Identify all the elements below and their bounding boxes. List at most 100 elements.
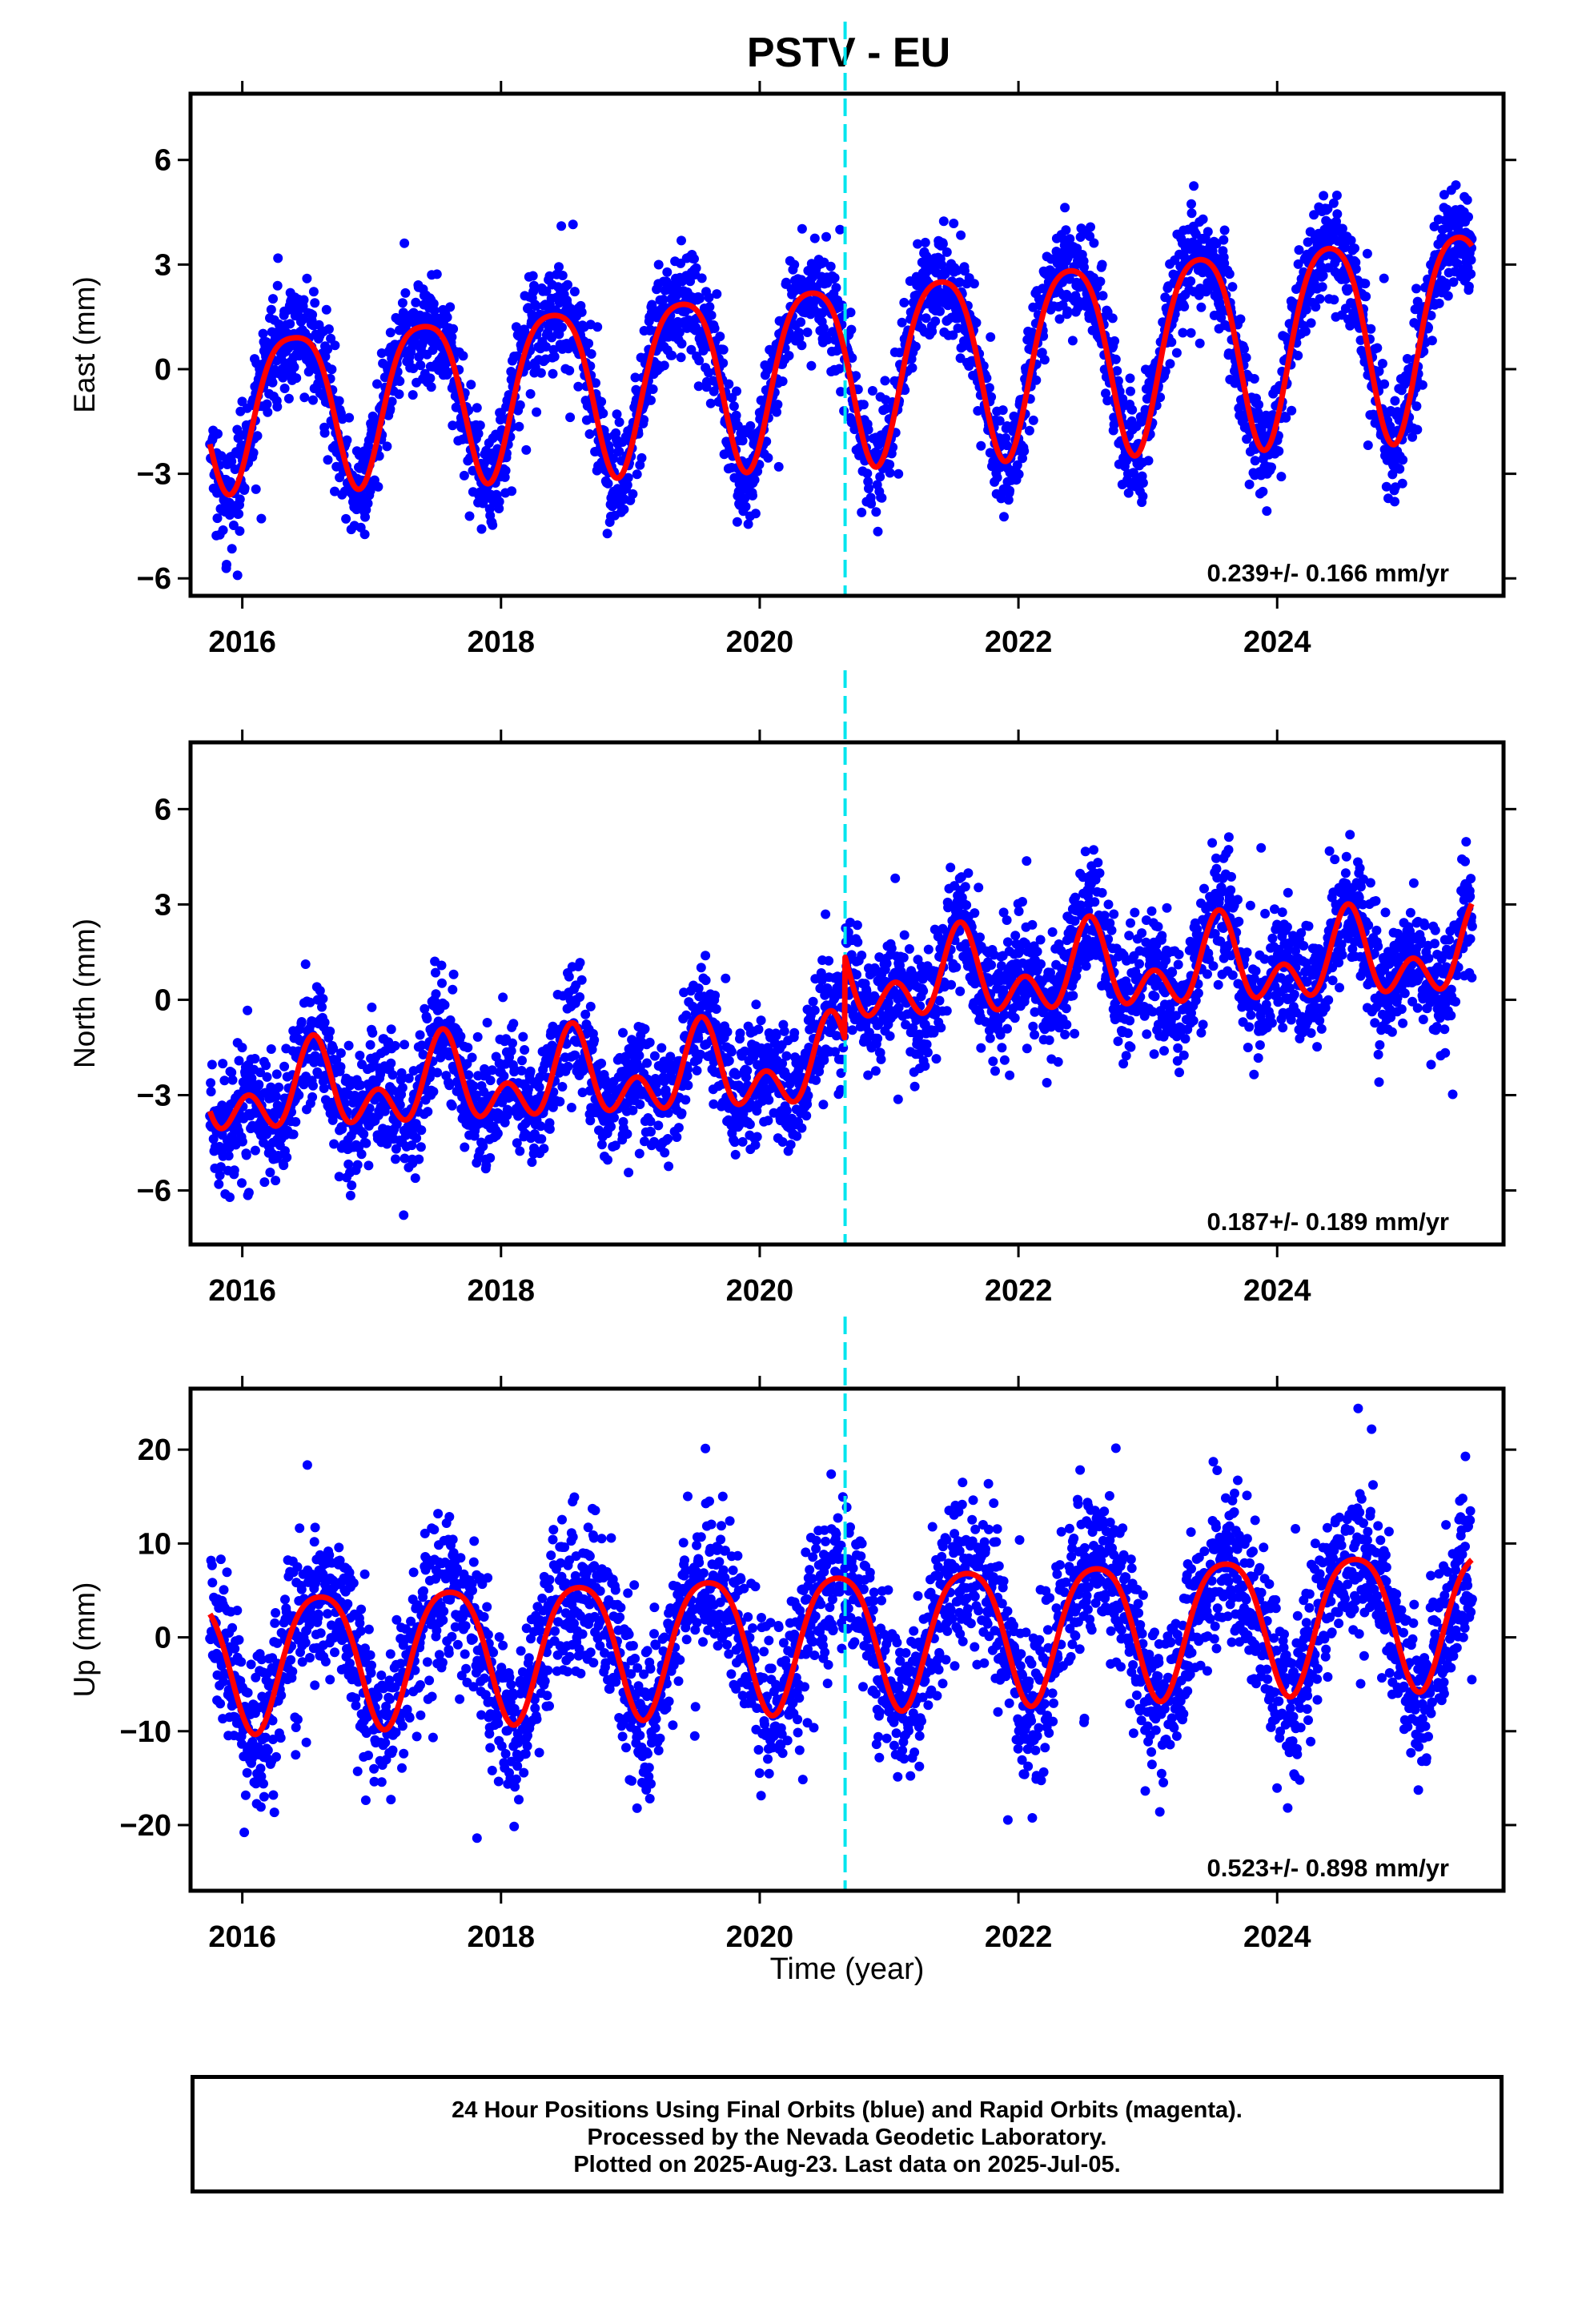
data-point [663, 1108, 673, 1118]
data-point [361, 1138, 371, 1148]
data-point [234, 509, 244, 519]
data-point [667, 350, 677, 360]
data-point [274, 1082, 284, 1092]
data-point [391, 1119, 402, 1129]
data-point [1198, 214, 1208, 224]
data-point [1464, 211, 1473, 222]
data-point [565, 412, 576, 423]
data-point [516, 1066, 527, 1076]
data-point [1374, 366, 1384, 376]
data-point [984, 383, 994, 393]
data-point [940, 269, 950, 279]
data-point [862, 468, 873, 479]
data-point [818, 323, 829, 333]
data-point [411, 297, 421, 308]
data-point [335, 1062, 346, 1072]
data-point [237, 396, 247, 407]
data-point [308, 1080, 318, 1091]
data-point [464, 1070, 474, 1080]
data-point [1112, 366, 1122, 376]
data-point [227, 544, 237, 554]
data-point [463, 1043, 473, 1053]
data-point [910, 341, 921, 352]
data-point [585, 1116, 596, 1126]
data-point [830, 1047, 840, 1057]
data-point [335, 1048, 346, 1058]
data-point [323, 344, 333, 355]
data-point [752, 1132, 762, 1142]
data-point [235, 526, 245, 537]
data-point [1287, 405, 1297, 416]
data-point [732, 386, 741, 396]
data-point [1155, 392, 1166, 403]
data-point [665, 1051, 676, 1062]
data-point [525, 388, 536, 399]
data-point [308, 287, 319, 297]
data-point [603, 1155, 612, 1165]
data-point [653, 1120, 664, 1131]
data-point [1441, 282, 1452, 292]
data-point [1328, 198, 1339, 208]
data-point [811, 1075, 821, 1085]
data-point [432, 269, 442, 279]
data-point [634, 1148, 644, 1159]
data-point [500, 1117, 510, 1128]
data-point [271, 1092, 281, 1102]
data-point [748, 490, 757, 501]
data-point [836, 1084, 846, 1095]
data-point [261, 1060, 271, 1071]
data-point [302, 273, 312, 283]
data-point [1294, 245, 1304, 255]
data-point [998, 405, 1008, 416]
data-point [737, 436, 748, 446]
data-point [606, 1121, 616, 1132]
data-point [701, 975, 711, 986]
data-point [407, 1140, 417, 1151]
data-point [300, 959, 311, 969]
data-point [1012, 460, 1022, 470]
x-tick-label: 2020 [726, 625, 794, 659]
data-point [408, 390, 418, 400]
data-point [649, 1136, 659, 1147]
data-point [347, 1180, 357, 1191]
data-point [541, 342, 551, 352]
data-point [326, 333, 336, 344]
data-point [801, 1111, 812, 1121]
data-point [1398, 455, 1408, 465]
data-point [536, 1134, 547, 1144]
data-point [1276, 472, 1287, 482]
data-point [225, 510, 235, 520]
data-point [576, 307, 587, 317]
data-point [414, 352, 424, 362]
data-point [1262, 506, 1272, 517]
data-point [428, 1087, 439, 1097]
data-point [1381, 481, 1391, 492]
data-point [283, 393, 294, 404]
data-point [329, 1139, 339, 1149]
data-point [556, 221, 567, 231]
data-point [695, 293, 705, 304]
data-point [624, 1168, 634, 1178]
data-point [992, 472, 1002, 483]
data-point [781, 1105, 792, 1116]
data-point [651, 1080, 661, 1090]
data-point [1439, 190, 1449, 200]
data-point [575, 958, 585, 968]
data-point [356, 1149, 367, 1160]
data-point [596, 1140, 607, 1150]
data-point [584, 338, 594, 348]
data-point [325, 1026, 335, 1036]
data-point [327, 1115, 338, 1125]
data-point [555, 1096, 565, 1107]
data-point [557, 322, 567, 332]
data-point [784, 351, 794, 361]
data-point [415, 1030, 425, 1040]
data-point [554, 262, 564, 272]
data-point [239, 483, 250, 493]
data-point [802, 328, 813, 337]
data-point [1361, 292, 1371, 302]
data-point [342, 435, 352, 445]
data-point [448, 969, 459, 979]
data-point [880, 376, 890, 386]
